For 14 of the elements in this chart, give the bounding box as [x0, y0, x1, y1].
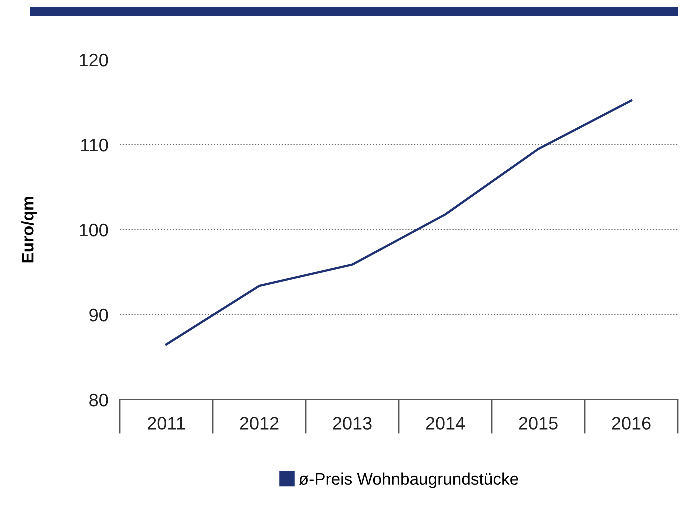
- y-tick-label: 100: [80, 224, 108, 237]
- x-tick-label: 2015: [519, 417, 558, 430]
- x-tick-label: 2013: [333, 417, 372, 430]
- y-tick-label: 120: [80, 54, 108, 67]
- line-series: [165, 100, 633, 346]
- y-tick-label: 110: [81, 138, 108, 152]
- y-tick-label: 80: [90, 394, 108, 407]
- legend-label: ø-Preis Wohnbaugrundstücke: [299, 472, 518, 488]
- x-tick-label: 2016: [612, 417, 651, 430]
- x-tick-label: 2011: [148, 417, 186, 430]
- x-tick-label: 2014: [426, 417, 466, 430]
- y-axis-title: Euro/qm: [22, 197, 38, 263]
- y-tick-label: 90: [90, 308, 108, 322]
- x-tick-label: 2012: [240, 417, 279, 430]
